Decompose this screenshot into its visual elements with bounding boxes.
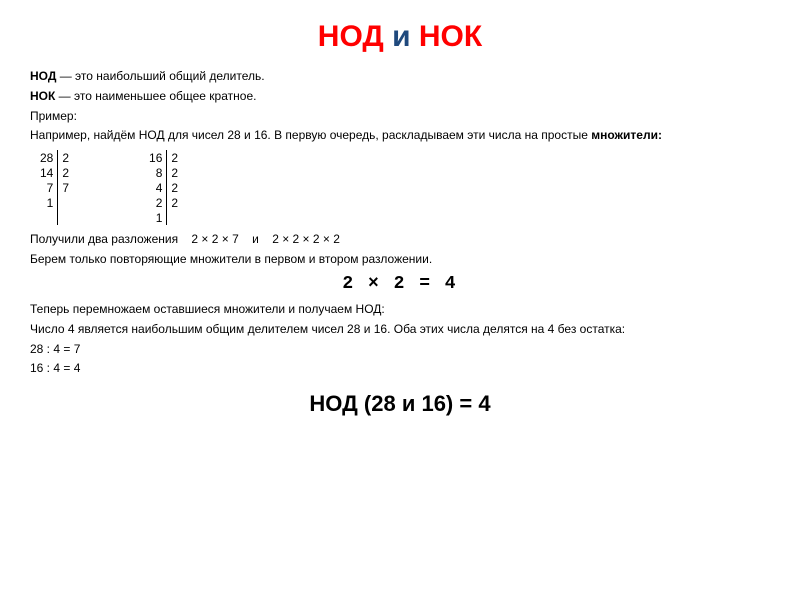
final-result: НОД (28 и 16) = 4	[30, 389, 770, 420]
table-cell: 7	[62, 180, 69, 195]
nod-desc: — это наибольший общий делитель.	[56, 69, 264, 83]
got-two-line: Получили два разложения 2 × 2 × 7 и 2 × …	[30, 231, 770, 248]
table-cell	[171, 210, 178, 225]
table-cell: 1	[40, 195, 53, 210]
take-repeating: Берем только повторяющие множители в пер…	[30, 251, 770, 268]
table-cell: 2	[62, 165, 69, 180]
table1-left-col: 28 14 7 1	[40, 150, 58, 225]
table-cell: 2	[171, 165, 178, 180]
title-part2: НОК	[419, 20, 482, 53]
table-cell: 14	[40, 165, 53, 180]
title-part1: НОД	[318, 20, 384, 53]
example-label: Пример:	[30, 108, 770, 125]
table2-right-col: 2 2 2 2	[167, 150, 178, 225]
expression-2: 2 × 2 × 2 × 2	[262, 231, 350, 248]
table-cell: 2	[171, 180, 178, 195]
table2-left-col: 16 8 4 2 1	[149, 150, 167, 225]
table-cell	[62, 195, 69, 210]
content: НОД — это наибольший общий делитель. НОК…	[30, 68, 770, 420]
division-2: 16 : 4 = 4	[30, 360, 770, 377]
page-title: НОД и НОК	[30, 20, 770, 54]
factor-table-28: 28 14 7 1 2 2 7	[40, 150, 69, 225]
center-equation: 2 × 2 = 4	[30, 272, 770, 297]
table-cell: 28	[40, 150, 53, 165]
table-cell: 16	[149, 150, 162, 165]
definition-nod: НОД — это наибольший общий делитель.	[30, 68, 770, 85]
table-cell: 2	[171, 150, 178, 165]
nok-desc: — это наименьшее общее кратное.	[55, 89, 256, 103]
factor-table-16: 16 8 4 2 1 2 2 2 2	[149, 150, 178, 225]
definition-nok: НОК — это наименьшее общее кратное.	[30, 88, 770, 105]
table-cell: 2	[171, 195, 178, 210]
example-text: Например, найдём НОД для чисел 28 и 16. …	[30, 127, 770, 144]
nod-term: НОД	[30, 69, 56, 83]
table-cell: 4	[149, 180, 162, 195]
table-cell: 2	[62, 150, 69, 165]
table-cell: 8	[149, 165, 162, 180]
got-two-label: Получили два разложения	[30, 232, 178, 246]
example-text-body: Например, найдём НОД для чисел 28 и 16. …	[30, 128, 591, 142]
table-cell: 7	[40, 180, 53, 195]
table-cell: 2	[149, 195, 162, 210]
table-cell: 1	[149, 210, 162, 225]
table1-right-col: 2 2 7	[58, 150, 69, 225]
nok-term: НОК	[30, 89, 55, 103]
and-label: и	[252, 232, 259, 246]
title-mid: и	[384, 20, 419, 53]
expression-1: 2 × 2 × 7	[181, 231, 248, 248]
explanation: Число 4 является наибольшим общим делите…	[30, 321, 770, 338]
now-multiply: Теперь перемножаем оставшиеся множители …	[30, 301, 770, 318]
division-1: 28 : 4 = 7	[30, 341, 770, 358]
factorization-tables: 28 14 7 1 2 2 7 16 8 4 2 1 2 2	[40, 150, 770, 225]
example-text-bold: множители:	[591, 128, 662, 142]
